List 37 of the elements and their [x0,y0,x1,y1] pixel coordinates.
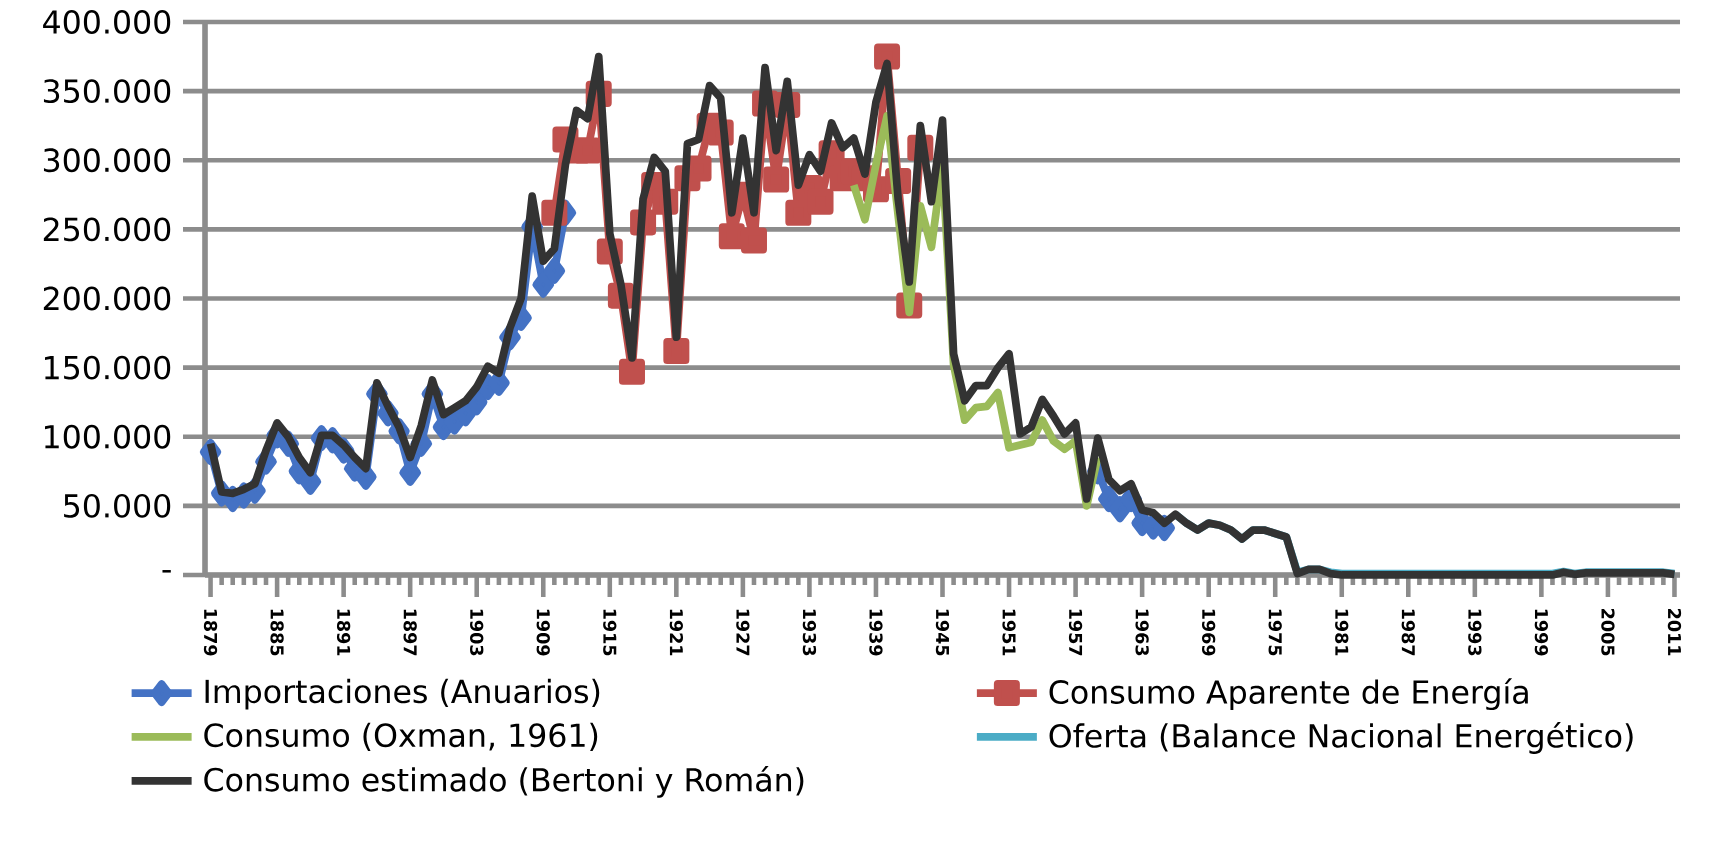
x-tick-label: 1927 [736,609,750,656]
y-tick-label: 350.000 [43,79,171,104]
x-tick-label: 2005 [1601,609,1615,656]
x-tick-label: 1987 [1401,609,1415,656]
legend-label: Consumo Aparente de Energía [1049,678,1528,711]
legend-label: Importaciones (Anuarios) [205,678,600,710]
y-tick-label: 150.000 [45,355,171,380]
x-tick-label: 1921 [669,609,684,656]
x-tick-label: 1891 [336,609,351,656]
legend-label: Oferta (Balance Nacional Energético) [1049,722,1633,754]
x-tick-label: 1933 [802,609,817,656]
x-tick-label: 1909 [536,609,550,656]
x-tick-label: 1879 [203,609,218,656]
x-tick-label: 1969 [1202,609,1216,656]
y-tick-label: 200.000 [43,286,171,311]
x-tick-label: 1957 [1068,609,1083,656]
x-tick-label: 1999 [1534,609,1548,656]
x-tick-label: 1975 [1268,609,1282,656]
legend-label: Consumo (Oxman, 1961) [204,722,598,751]
y-tick-label: 50.000 [64,493,171,518]
x-tick-label: 1945 [935,609,950,656]
x-tick-label: 1897 [403,609,417,656]
y-tick-label: 100.000 [45,424,171,449]
y-tick-label: 300.000 [43,148,171,173]
x-tick-label: 1915 [603,609,617,656]
x-tick-label: 1951 [1002,609,1016,656]
x-tick-label: 1963 [1135,609,1149,656]
y-tick-label: - [162,570,171,573]
x-tick-label: 2011 [1667,609,1682,656]
x-tick-label: 1993 [1468,609,1482,656]
y-tick-label: 400.000 [43,10,171,34]
x-tick-label: 1903 [470,609,484,656]
x-tick-label: 1885 [270,609,284,656]
x-tick-label: 1939 [869,609,883,656]
y-tick-label: 250.000 [43,217,171,242]
x-tick-label: 1981 [1335,609,1349,656]
legend-label: Consumo estimado (Bertoni y Román) [204,765,804,798]
